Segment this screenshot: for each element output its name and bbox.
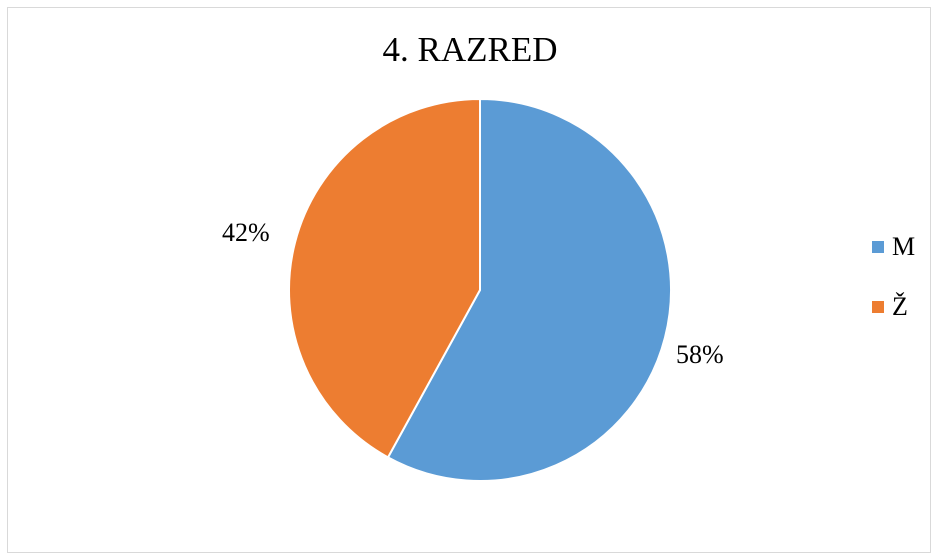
legend-item-z: Ž <box>872 290 915 324</box>
legend-swatch-m <box>872 241 884 253</box>
legend: M Ž <box>872 230 915 350</box>
chart-title: 4. RAZRED <box>382 30 558 69</box>
data-label-z: 42% <box>222 218 270 247</box>
legend-label-z: Ž <box>892 292 908 321</box>
data-label-m: 58% <box>676 340 724 369</box>
legend-swatch-z <box>872 301 884 313</box>
legend-label-m: M <box>892 232 916 261</box>
pie-slice-z <box>288 97 481 459</box>
pie-slice-m <box>386 97 672 482</box>
legend-item-m: M <box>872 230 915 264</box>
